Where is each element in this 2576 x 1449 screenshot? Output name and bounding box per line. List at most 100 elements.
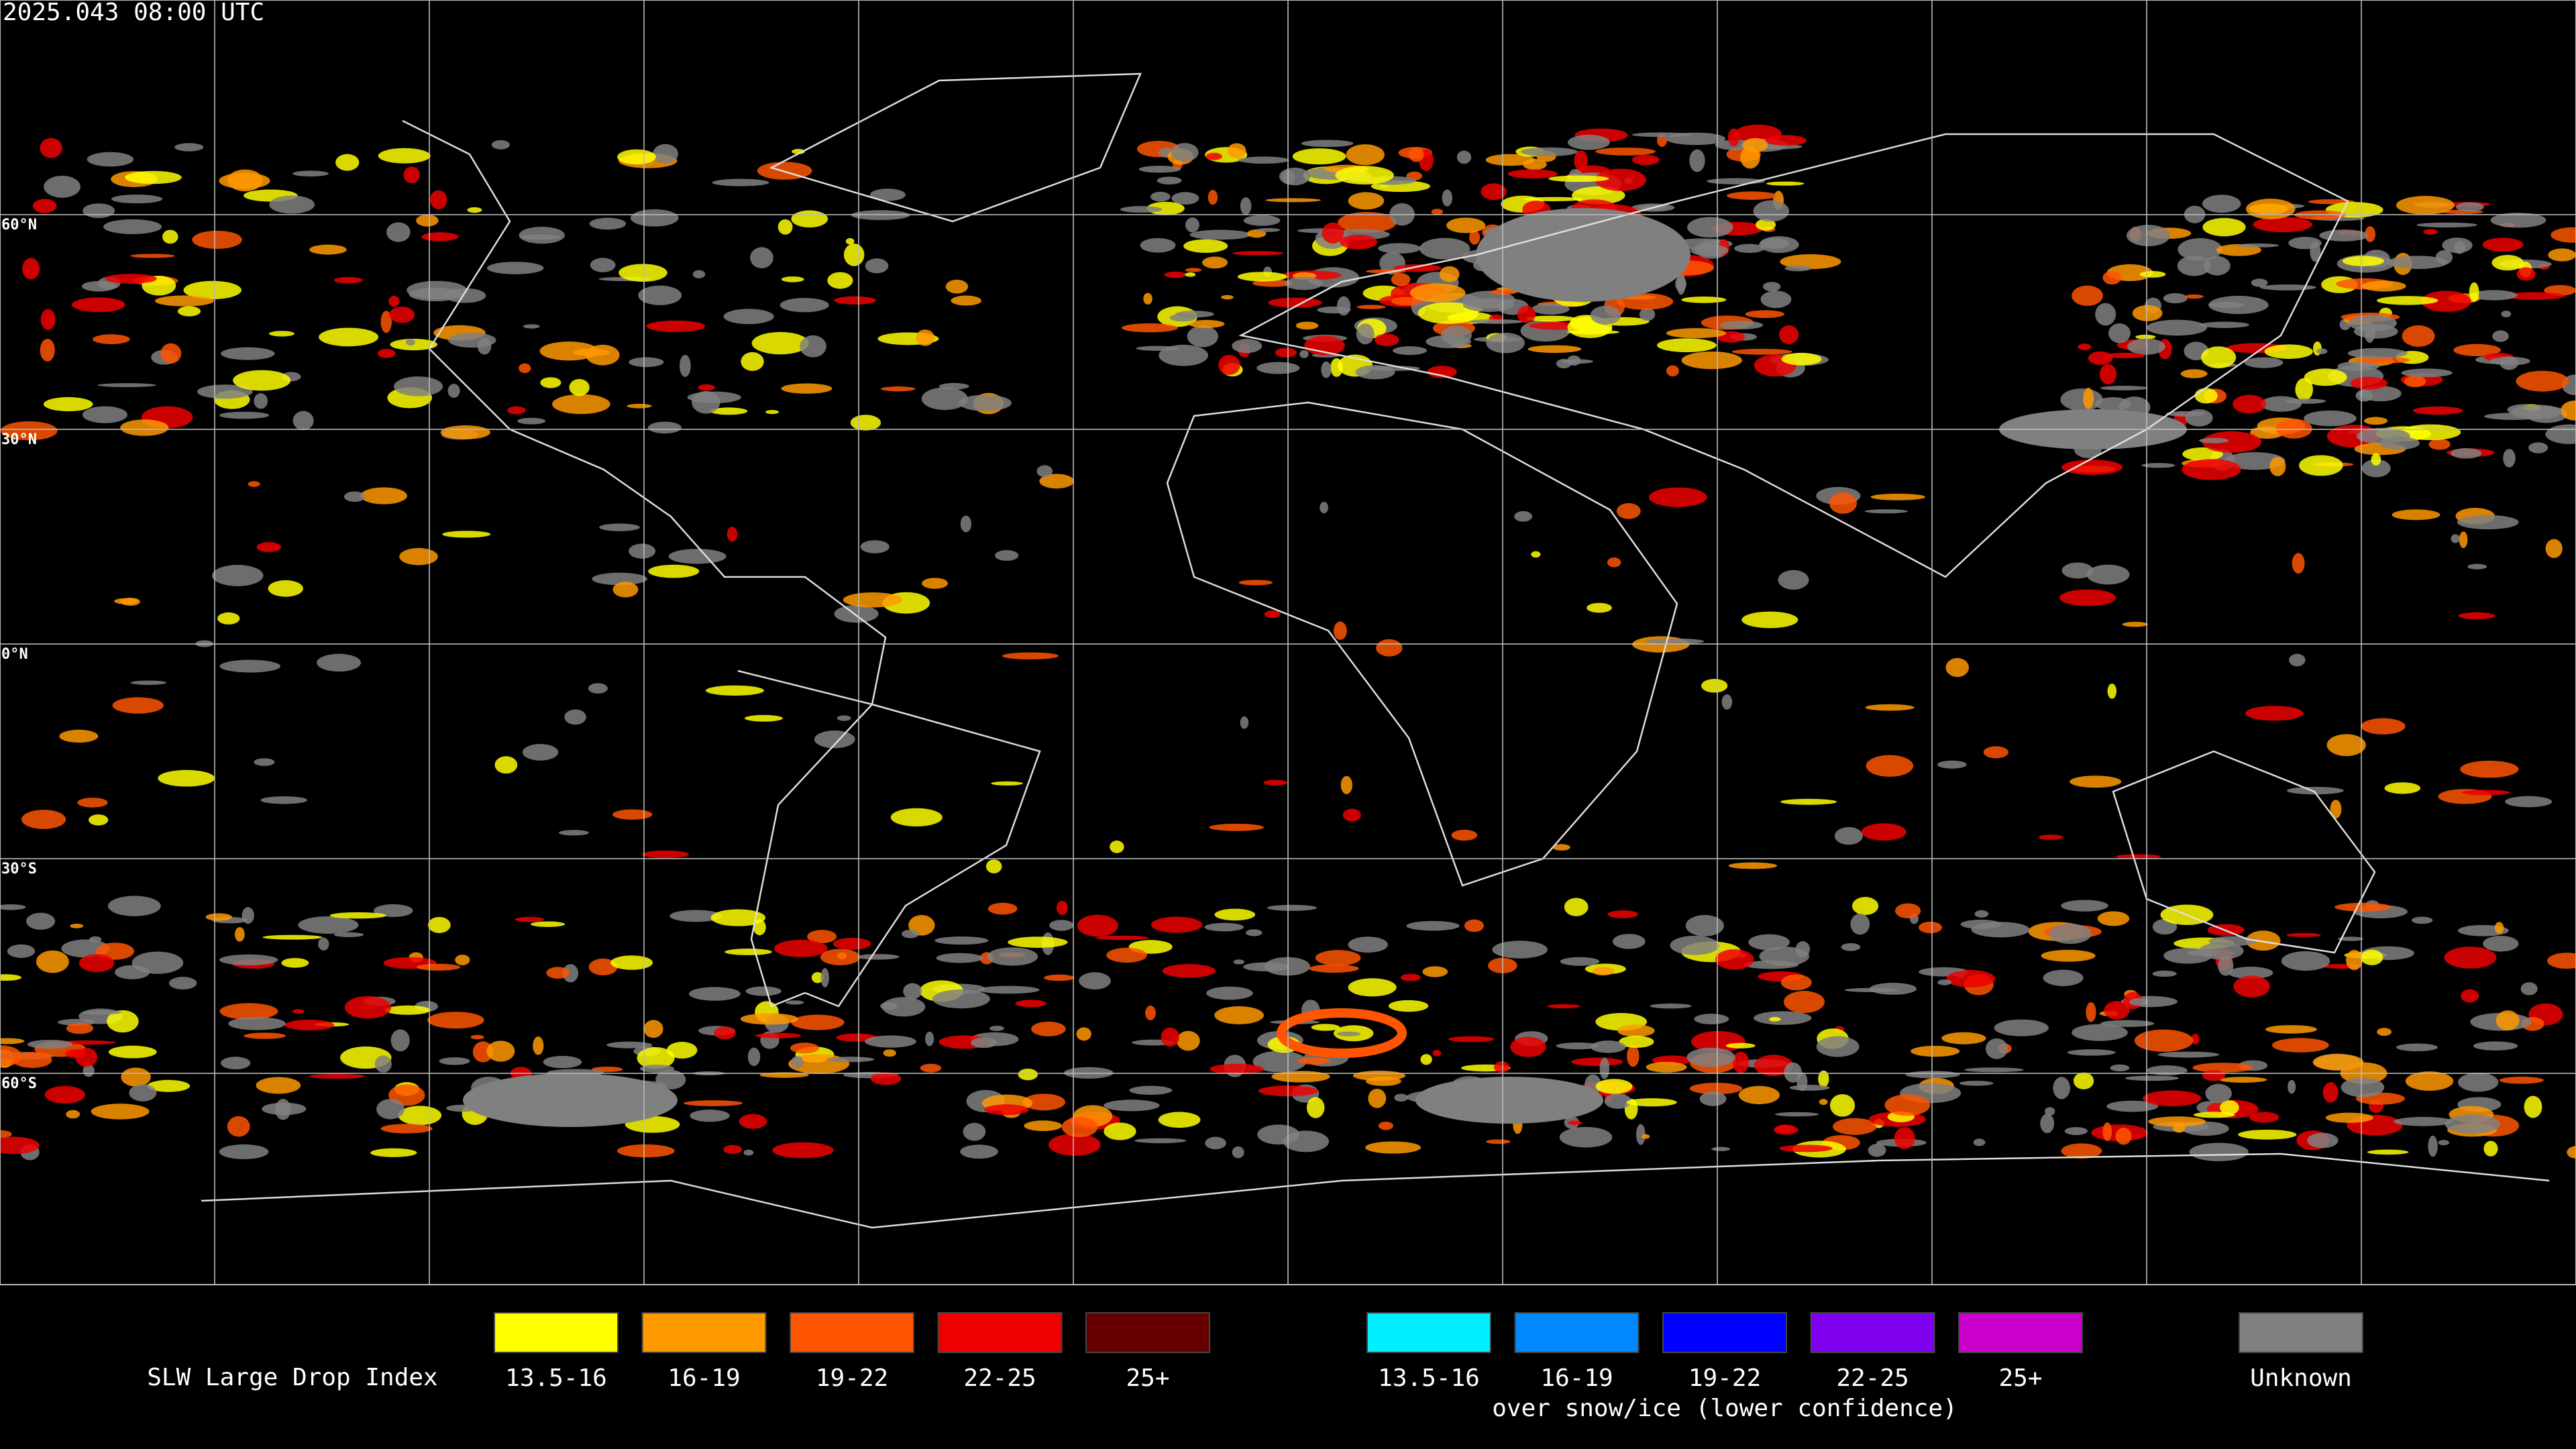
- cloud-patch: [1271, 1071, 1330, 1083]
- cloud-patch: [743, 1149, 754, 1156]
- cloud-patch: [739, 1114, 767, 1129]
- cloud-patch: [1612, 934, 1646, 949]
- cloud-patch: [2396, 1043, 2438, 1052]
- cloud-patch: [2086, 564, 2130, 585]
- cloud-patch: [66, 1022, 94, 1034]
- latitude-label: 0°N: [1, 646, 28, 663]
- cloud-patch: [1894, 903, 1921, 919]
- cloud-patch: [1649, 487, 1707, 507]
- cloud-patch: [439, 1057, 470, 1065]
- cloud-patch: [2141, 463, 2176, 468]
- cloud-patch: [1451, 829, 1478, 841]
- cloud-patch: [1245, 929, 1263, 936]
- cloud-patch: [2501, 310, 2512, 317]
- cloud-patch: [2361, 280, 2406, 292]
- cloud-patch: [2219, 1077, 2267, 1083]
- cloud-patch: [807, 930, 837, 944]
- cloud-patch: [2201, 346, 2237, 369]
- cloud-patch: [1681, 296, 1727, 303]
- legend-label: Unknown: [2250, 1364, 2352, 1392]
- cloud-patch: [114, 965, 150, 979]
- cloud-patch: [2341, 1077, 2385, 1097]
- cloud-patch: [1420, 1054, 1432, 1065]
- cloud-patch: [1681, 352, 1742, 370]
- map-border: [0, 0, 2576, 1285]
- cloud-patch: [1778, 570, 1809, 590]
- cloud-patch: [2070, 775, 2122, 788]
- cloud-patch: [219, 954, 278, 966]
- cloud-patch: [2451, 534, 2460, 543]
- cloud-patch: [377, 348, 396, 358]
- cloud-patch: [880, 386, 916, 392]
- cloud-patch: [2088, 351, 2113, 365]
- cloud-patch: [2499, 1076, 2544, 1084]
- cloud-patch: [1592, 967, 1615, 976]
- cloud-patch: [219, 411, 270, 419]
- cloud-patch: [1024, 1120, 1063, 1132]
- cloud-patch: [1348, 978, 1397, 997]
- cloud-patch: [2199, 942, 2244, 960]
- cloud-patch: [1365, 1141, 1421, 1154]
- cloud-patch: [256, 542, 282, 552]
- cloud-patch: [343, 491, 366, 502]
- cloud-patch: [1486, 332, 1525, 354]
- cloud-patch: [1145, 1006, 1156, 1020]
- cloud-patch: [785, 1000, 804, 1005]
- cloud-patch: [2097, 911, 2130, 926]
- cloud-patch: [1526, 315, 1576, 322]
- cloud-patch: [1604, 1093, 1631, 1109]
- cloud-patch: [680, 354, 691, 377]
- cloud-patch: [2102, 270, 2122, 285]
- cloud-patch: [1819, 1098, 1828, 1106]
- cloud-patch: [1780, 974, 1812, 991]
- cloud-patch: [780, 298, 829, 313]
- cloud-patch: [1617, 1024, 1655, 1037]
- cloud-patch: [1185, 268, 1202, 272]
- cloud-patch: [1864, 509, 1909, 514]
- cloud-patch: [2122, 621, 2148, 627]
- cloud-patch: [750, 247, 773, 268]
- cloud-patch: [2139, 271, 2166, 278]
- cloud-patch: [860, 540, 890, 553]
- cloud-patch: [399, 547, 438, 566]
- cloud-patch: [1056, 900, 1068, 915]
- cloud-patch: [319, 327, 379, 347]
- legend-label: 22-25: [963, 1364, 1036, 1392]
- cloud-patch: [2330, 800, 2342, 819]
- cloud-patch: [129, 1084, 157, 1102]
- cloud-patch: [1844, 987, 1898, 993]
- cloud-patch: [40, 338, 55, 362]
- cloud-patch: [820, 968, 829, 987]
- cloud-patch: [977, 985, 1040, 994]
- cloud-patch: [2061, 1143, 2102, 1159]
- cloud-patch: [77, 798, 108, 808]
- cloud-patch: [530, 921, 566, 927]
- cloud-patch: [2348, 315, 2397, 332]
- cloud-patch: [755, 1032, 802, 1038]
- cloud-patch: [543, 1055, 582, 1069]
- legend-label: 19-22: [816, 1364, 888, 1392]
- cloud-patch: [845, 237, 855, 245]
- cloud-patch: [2438, 1140, 2450, 1146]
- cloud-patch: [0, 1136, 40, 1155]
- cloud-patch: [2357, 356, 2410, 364]
- cloud-patch: [333, 276, 363, 284]
- legend-label: 13.5-16: [505, 1364, 607, 1392]
- cloud-patch: [1760, 290, 1792, 309]
- cloud-patch: [2132, 305, 2163, 321]
- cloud-patch: [2083, 387, 2094, 409]
- cloud-patch: [1687, 217, 1733, 238]
- cloud-patch: [244, 1032, 286, 1039]
- cloud-patch: [2392, 509, 2440, 521]
- cloud-patch: [790, 1042, 819, 1054]
- cloud-patch: [2184, 294, 2204, 299]
- cloud-patch: [2567, 1146, 2576, 1159]
- cloud-patch: [1388, 1000, 1429, 1012]
- cloud-patch: [522, 743, 559, 761]
- cloud-patch: [309, 1073, 365, 1079]
- cloud-patch: [2238, 1129, 2297, 1140]
- cloud-patch: [616, 149, 656, 165]
- cloud-patch: [378, 148, 431, 164]
- cloud-patch: [1571, 1057, 1623, 1067]
- cloud-patch: [1745, 310, 1785, 319]
